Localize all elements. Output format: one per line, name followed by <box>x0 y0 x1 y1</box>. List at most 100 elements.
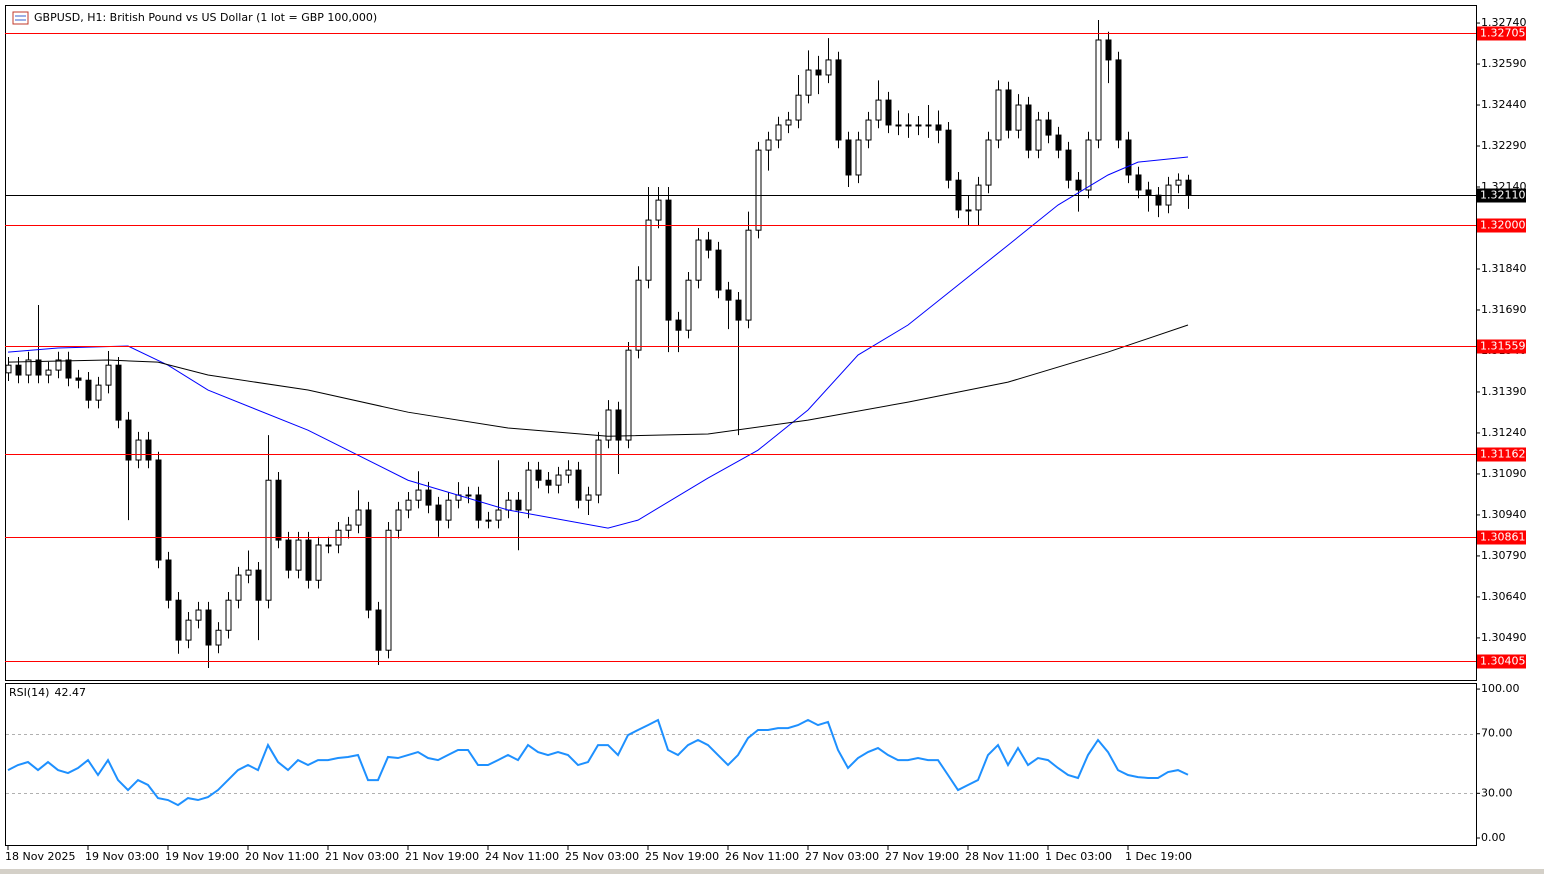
candle-body <box>95 384 102 401</box>
candle-body <box>965 209 972 212</box>
candle-body <box>1125 139 1132 176</box>
candle-body <box>895 124 902 127</box>
candle-body <box>15 364 22 376</box>
chart-title: GBPUSD, H1: British Pound vs US Dollar (… <box>34 11 377 24</box>
candle-body <box>1055 134 1062 151</box>
candle-body <box>845 139 852 176</box>
level-label-box <box>1477 447 1526 462</box>
candle-body <box>735 299 742 321</box>
rsi-panel <box>5 683 1477 846</box>
candle-body <box>775 124 782 141</box>
candle-body <box>665 199 672 321</box>
moving-average <box>7 156 1189 529</box>
rsi-value: 42.47 <box>54 686 86 699</box>
candle-body <box>1015 104 1022 131</box>
candle-body <box>565 469 572 476</box>
y-tick-label: 1.30640 <box>1481 590 1527 603</box>
candle-body <box>155 459 162 561</box>
candle-body <box>125 419 132 461</box>
level-label-box <box>1477 530 1526 545</box>
candle-body <box>315 544 322 581</box>
candle-body <box>245 569 252 576</box>
candle-body <box>185 619 192 641</box>
x-tick-label: 27 Nov 19:00 <box>885 850 959 863</box>
y-tick-label: 1.31690 <box>1481 303 1527 316</box>
candle-body <box>385 529 392 651</box>
candle-body <box>225 599 232 631</box>
candle-body <box>805 69 812 96</box>
candle-body <box>835 59 842 141</box>
candle-body <box>285 539 292 571</box>
x-tick-label: 25 Nov 19:00 <box>645 850 719 863</box>
moving-average <box>7 324 1189 437</box>
candle-body <box>685 279 692 331</box>
candle-body <box>635 279 642 351</box>
candle-body <box>1095 39 1102 141</box>
x-tick-label: 19 Nov 03:00 <box>85 850 159 863</box>
candle-body <box>985 139 992 186</box>
level-label: 1.32000 <box>1480 219 1526 232</box>
candle-body <box>75 377 82 381</box>
candle-body <box>295 539 302 571</box>
y-tick-label: 1.32740 <box>1481 16 1527 29</box>
level-label: 1.30861 <box>1480 531 1526 544</box>
y-tick-label: 1.32440 <box>1481 98 1527 111</box>
candle-body <box>275 479 282 541</box>
x-tick-label: 24 Nov 11:00 <box>485 850 559 863</box>
candle-body <box>65 359 72 379</box>
candle-body <box>875 99 882 121</box>
candle-body <box>695 239 702 281</box>
candle-body <box>745 229 752 321</box>
y-tick-label: 1.30940 <box>1481 508 1527 521</box>
candle-body <box>145 439 152 461</box>
candle-body <box>795 94 802 121</box>
x-tick-label: 26 Nov 11:00 <box>725 850 799 863</box>
candle-body <box>655 199 662 221</box>
candle-body <box>1105 39 1112 61</box>
y-tick-label: 100.00 <box>1481 682 1520 695</box>
candle-body <box>935 124 942 131</box>
x-tick-label: 21 Nov 03:00 <box>325 850 399 863</box>
y-tick-label: 1.31090 <box>1481 467 1527 480</box>
y-tick-label: 1.31390 <box>1481 385 1527 398</box>
candle-body <box>425 489 432 506</box>
candle-body <box>815 69 822 76</box>
x-tick-label: 20 Nov 11:00 <box>245 850 319 863</box>
candle-body <box>35 359 42 376</box>
candle-body <box>1005 89 1012 131</box>
candle-body <box>435 504 442 521</box>
x-tick-label: 28 Nov 11:00 <box>965 850 1039 863</box>
level-label-box <box>1477 654 1526 669</box>
candle-body <box>405 499 412 511</box>
candle-body <box>705 239 712 251</box>
x-tick-label: 21 Nov 19:00 <box>405 850 479 863</box>
y-tick-label: 70.00 <box>1481 727 1513 740</box>
candle-body <box>615 409 622 441</box>
candle-body <box>5 364 12 374</box>
y-tick-label: 1.30790 <box>1481 549 1527 562</box>
level-label: 1.31162 <box>1480 448 1526 461</box>
level-label: 1.31559 <box>1480 340 1526 353</box>
candle-body <box>1185 179 1192 196</box>
level-label-box <box>1477 26 1526 41</box>
candle-body <box>765 139 772 151</box>
candle-body <box>205 609 212 646</box>
candle-body <box>535 469 542 481</box>
rsi-title: RSI(14) <box>9 686 49 699</box>
candle-body <box>1115 59 1122 141</box>
candle-body <box>1155 194 1162 206</box>
last-price-label: 1.32110 <box>1480 189 1526 202</box>
candle-body <box>175 599 182 641</box>
y-tick-label: 1.31840 <box>1481 262 1527 275</box>
candle-body <box>325 544 332 547</box>
candle-body <box>1075 179 1082 191</box>
candle-body <box>1145 189 1152 196</box>
level-label: 1.30405 <box>1480 655 1526 668</box>
candle-body <box>825 59 832 76</box>
candle-body <box>305 539 312 581</box>
candle-body <box>165 559 172 601</box>
y-tick-label: 1.32290 <box>1481 139 1527 152</box>
